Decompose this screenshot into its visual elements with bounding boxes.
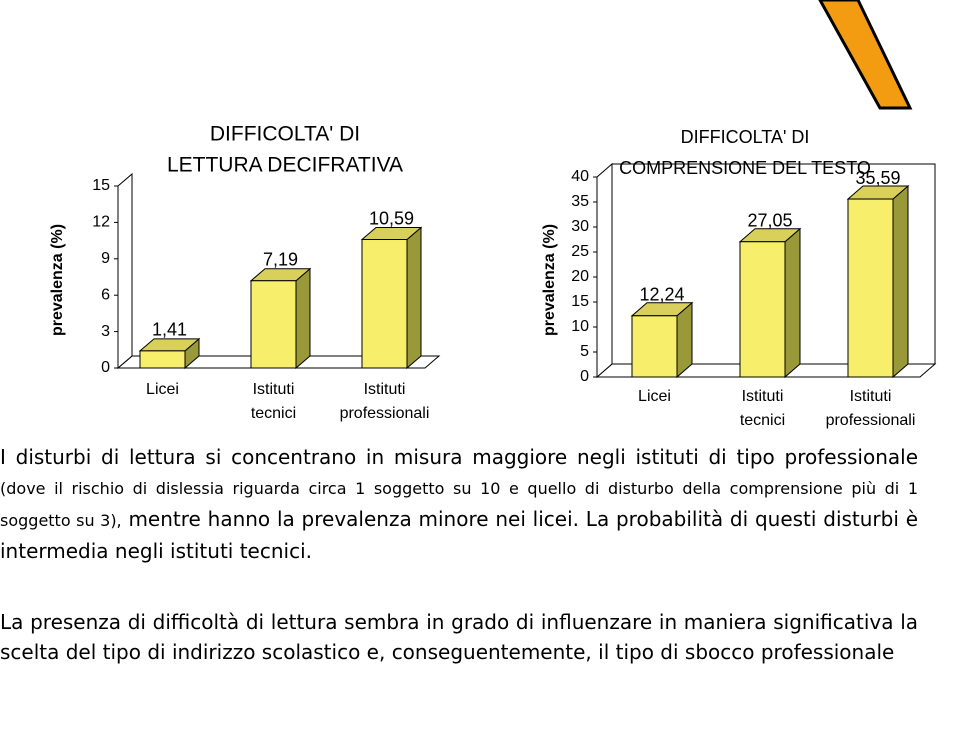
bar-side (406, 226, 422, 370)
chart-title: COMPRENSIONE DEL TESTO (619, 158, 871, 178)
chart-title: DIFFICOLTA' DI (681, 127, 810, 147)
y-tick-label: 3 (101, 323, 110, 340)
y-axis-label: prevalenza (%) (49, 224, 66, 336)
x-tick-label: professionali (340, 405, 430, 422)
x-tick-label: Licei (638, 388, 671, 405)
value-label: 1,41 (152, 320, 187, 340)
bar (739, 241, 786, 378)
y-tick-label: 0 (101, 359, 110, 376)
y-tick-label: 20 (571, 268, 589, 285)
y-tick-label: 15 (571, 293, 589, 310)
value-label: 7,19 (263, 250, 298, 270)
paragraph-2: La presenza di difficoltà di lettura sem… (0, 610, 918, 664)
value-label: 10,59 (369, 208, 414, 228)
value-label: 27,05 (747, 211, 792, 231)
charts: DIFFICOLTA' DI LETTURA DECIFRATIVA prevale… (49, 0, 937, 429)
bar (631, 315, 678, 378)
y-tick-label: 15 (92, 177, 110, 194)
x-tick-label: professionali (826, 412, 916, 429)
bar-side (295, 267, 311, 370)
y-tick-label: 40 (571, 168, 589, 185)
bar-side (784, 227, 801, 379)
text: I disturbi di lettura si concentrano in … (0, 445, 918, 469)
x-tick-label: Licei (146, 381, 179, 398)
x-tick-label: Istituti (850, 388, 892, 405)
side-wall (596, 162, 613, 379)
value-label: 35,59 (855, 168, 900, 188)
side-wall (117, 172, 133, 370)
y-tick-label: 10 (571, 318, 589, 335)
bar (847, 198, 894, 378)
y-tick-label: 0 (580, 368, 589, 385)
value-label: 12,24 (639, 285, 684, 305)
x-tick-label: tecnici (251, 405, 296, 422)
paragraph-1: I disturbi di lettura si concentrano in … (0, 442, 918, 566)
x-tick-label: Istituti (742, 388, 784, 405)
y-tick-label: 5 (580, 343, 589, 360)
x-tick-label: tecnici (740, 412, 785, 429)
y-tick-label: 25 (571, 243, 589, 260)
chart-title: LETTURA DECIFRATIVA (167, 154, 403, 177)
y-axis-label: prevalenza (%) (541, 224, 558, 336)
bar (139, 350, 186, 369)
y-tick-label: 30 (571, 218, 589, 235)
x-tick-label: Istituti (364, 381, 406, 398)
y-tick-label: 12 (92, 214, 110, 231)
y-tick-label: 6 (101, 286, 110, 303)
text: mentre hanno la prevalenza minore nei li… (0, 507, 919, 563)
y-tick-label: 35 (571, 193, 589, 210)
x-tick-label: Istituti (253, 381, 295, 398)
y-tick-label: 9 (101, 250, 110, 267)
chart-title: DIFFICOLTA' DI (210, 123, 360, 146)
text: (dove il rischio di dislessia riguarda c… (0, 479, 918, 530)
pencil-decoration (818, 0, 913, 110)
bar-side (892, 184, 909, 379)
bar (361, 239, 408, 369)
bar (250, 280, 297, 369)
